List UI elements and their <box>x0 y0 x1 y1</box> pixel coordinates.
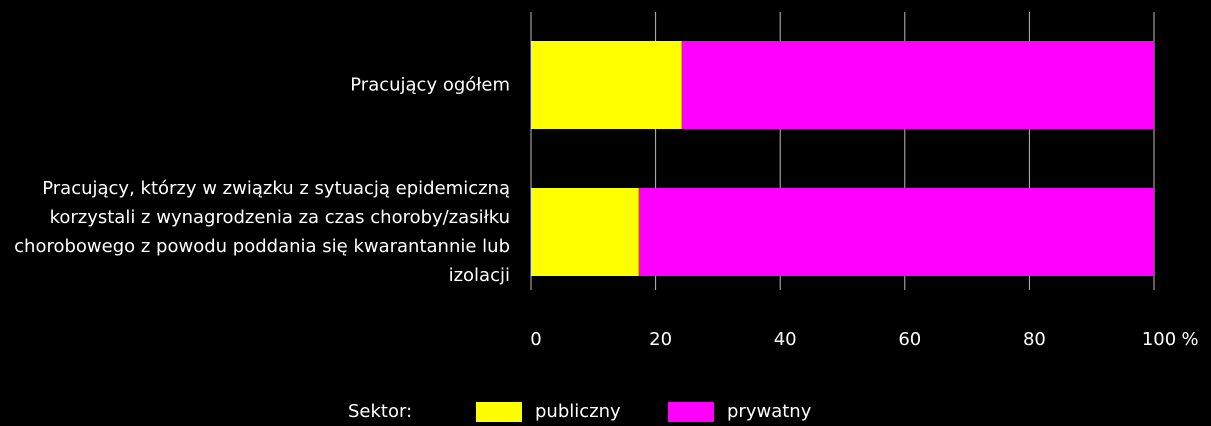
bar-segment <box>681 41 1154 129</box>
bar-segment <box>531 188 639 276</box>
legend-swatch <box>668 402 714 422</box>
legend-label: publiczny <box>535 401 621 422</box>
x-tick-label: 20 <box>649 329 672 350</box>
legend-title: Sektor: <box>348 401 412 422</box>
legend-swatch <box>476 402 522 422</box>
x-tick-label: 60 <box>898 329 921 350</box>
bar-segment <box>638 188 1154 276</box>
bar-segment <box>531 41 682 129</box>
x-axis-unit: % <box>1181 329 1198 350</box>
legend-label: prywatny <box>727 401 812 422</box>
x-tick-label: 100 <box>1142 329 1176 350</box>
category-label: Pracujący ogółem <box>350 74 510 96</box>
x-tick-label: 80 <box>1023 329 1046 350</box>
x-tick-label: 40 <box>774 329 797 350</box>
category-label: Pracujący, którzy w związku z sytuacją e… <box>14 178 510 286</box>
x-tick-label: 0 <box>530 329 541 350</box>
